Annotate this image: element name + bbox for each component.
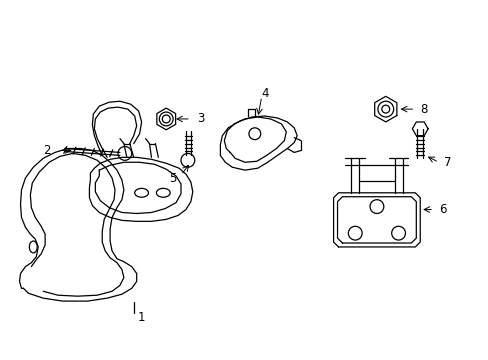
Text: 7: 7 [443,156,450,169]
Text: 1: 1 [138,311,145,324]
Text: 5: 5 [168,171,176,185]
Text: 3: 3 [196,112,203,125]
Text: 2: 2 [43,144,51,157]
Text: 6: 6 [438,203,446,216]
Text: 8: 8 [419,103,427,116]
Text: 4: 4 [261,87,268,100]
